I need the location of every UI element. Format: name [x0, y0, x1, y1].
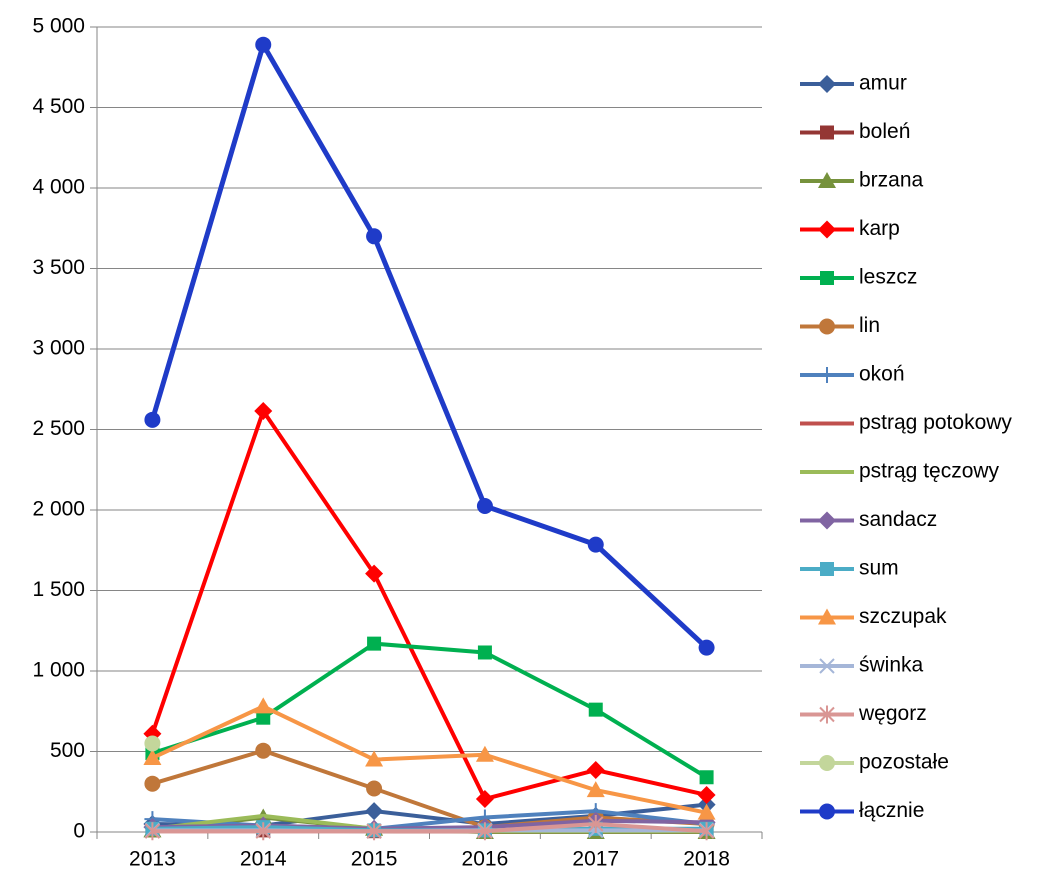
marker: [144, 822, 161, 841]
marker: [698, 822, 715, 841]
y-tick-label: 4 500: [32, 95, 85, 118]
legend-label: leszcz: [859, 266, 917, 289]
series: [144, 36, 715, 656]
marker: [365, 564, 384, 583]
marker: [587, 536, 604, 553]
legend-label: boleń: [859, 120, 910, 143]
legend-marker: [820, 125, 834, 140]
legend-label: lin: [859, 314, 880, 337]
marker: [699, 770, 714, 785]
x-tick-label: 2018: [683, 848, 730, 871]
y-tick-label: 500: [50, 739, 85, 762]
marker: [477, 822, 493, 841]
marker: [366, 822, 382, 841]
marker: [586, 761, 605, 780]
series: [143, 697, 716, 820]
series: [143, 401, 716, 808]
line: [151, 641, 708, 779]
marker: [144, 775, 161, 792]
legend-marker: [819, 803, 835, 820]
marker: [255, 742, 272, 759]
marker: [475, 789, 494, 808]
legend-marker: [818, 220, 836, 239]
marker: [256, 710, 271, 725]
y-tick-label: 2 000: [32, 498, 85, 521]
series: [144, 735, 161, 752]
legend-marker: [819, 318, 835, 335]
legend-marker: [819, 705, 835, 724]
x-tick-label: 2013: [129, 848, 176, 871]
marker: [143, 748, 162, 765]
y-tick-label: 5 000: [32, 15, 85, 38]
marker: [144, 411, 161, 428]
marker: [697, 803, 716, 820]
legend-marker: [818, 608, 836, 625]
marker: [365, 750, 384, 767]
legend-marker: [820, 562, 834, 576]
legend-marker: [819, 658, 835, 674]
series: [144, 814, 715, 841]
legend-label: świnka: [859, 654, 924, 677]
marker: [254, 401, 273, 420]
legend-label: łącznie: [859, 799, 924, 822]
line: [152, 821, 707, 834]
y-tick-label: 1 000: [32, 659, 85, 682]
legend-marker: [819, 367, 835, 383]
marker: [477, 645, 492, 660]
marker: [365, 802, 384, 821]
marker: [144, 735, 161, 752]
legend-label: amur: [859, 72, 907, 95]
legend-label: pstrąg potokowy: [859, 411, 1012, 434]
marker: [588, 702, 603, 717]
legend-label: okoń: [859, 363, 905, 386]
x-tick-label: 2016: [462, 848, 509, 871]
marker: [697, 785, 716, 804]
marker: [475, 745, 494, 762]
line: [151, 704, 707, 815]
line: [151, 748, 707, 830]
y-tick-label: 3 000: [32, 337, 85, 360]
legend-marker: [820, 271, 834, 285]
marker: [698, 639, 715, 656]
x-tick-label: 2015: [351, 848, 398, 871]
legend-marker: [819, 755, 835, 771]
marker: [255, 822, 271, 841]
y-tick-label: 2 500: [32, 417, 85, 440]
x-tick-label: 2017: [572, 848, 619, 871]
legend-label: pozostałe: [859, 751, 949, 774]
marker: [476, 497, 493, 514]
x-tick-label: 2014: [240, 848, 287, 871]
legend-label: brzana: [859, 169, 924, 192]
marker: [367, 636, 382, 651]
marker: [586, 781, 605, 798]
y-tick-label: 3 500: [32, 256, 85, 279]
line: [150, 408, 708, 801]
legend-label: sandacz: [859, 508, 937, 531]
legend-marker: [818, 511, 836, 530]
y-tick-label: 1 500: [32, 578, 85, 601]
legend-label: szczupak: [859, 605, 947, 628]
legend-marker: [818, 75, 836, 93]
legend-label: węgorz: [858, 702, 927, 725]
legend-marker: [818, 172, 836, 188]
legend-label: karp: [859, 217, 900, 240]
legend-label: sum: [859, 557, 899, 580]
line: [150, 42, 709, 650]
marker: [366, 228, 383, 245]
y-tick-label: 4 000: [32, 176, 85, 199]
series: [145, 636, 714, 785]
marker: [366, 780, 383, 797]
marker: [255, 36, 272, 53]
marker: [588, 814, 604, 833]
marker: [254, 697, 273, 714]
y-tick-label: 0: [73, 820, 85, 843]
legend-label: pstrąg tęczowy: [859, 460, 1000, 483]
